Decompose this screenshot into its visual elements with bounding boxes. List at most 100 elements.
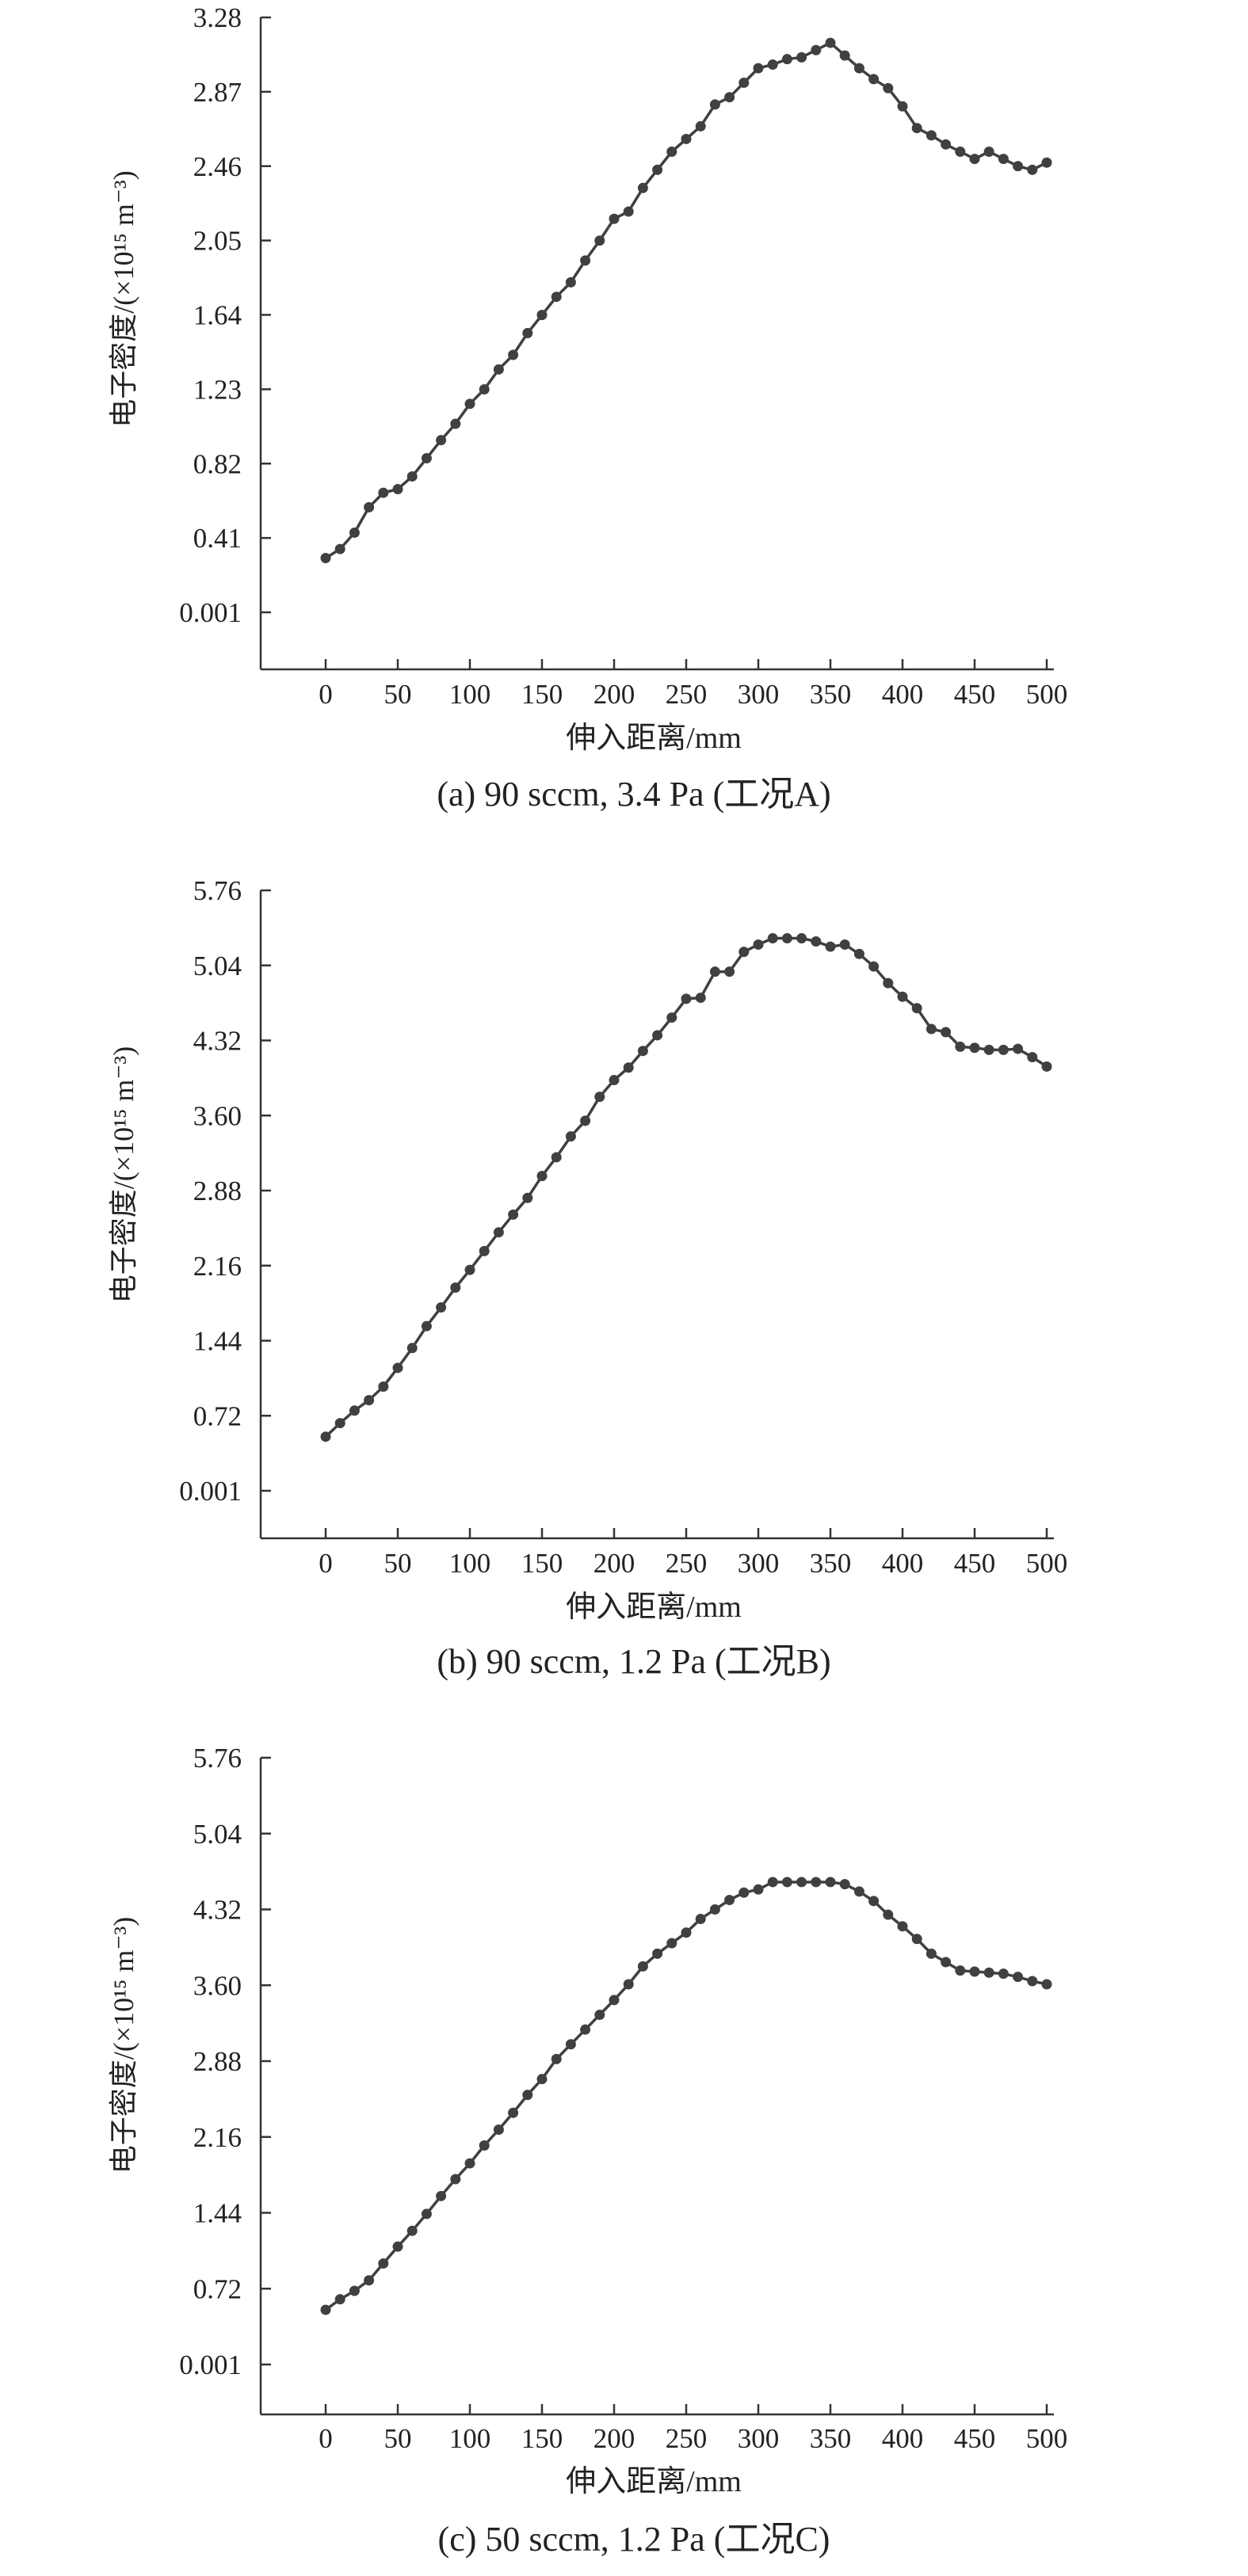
data-point — [594, 2010, 605, 2021]
data-point — [450, 2174, 461, 2185]
y-axis-label: 电子密度/(×10¹⁵ m⁻³) — [108, 1917, 139, 2174]
data-point — [536, 2074, 548, 2085]
panel-caption: (a) 90 sccm, 3.4 Pa (工况A) — [437, 775, 830, 814]
chart-panel-c: 0.001 0.72 1.44 2.16 2.88 3.60 4.32 5.04 5.76 0 50… — [108, 1743, 1067, 2559]
data-point — [709, 99, 720, 110]
data-point — [493, 1227, 504, 1238]
data-point — [637, 1961, 648, 1972]
data-point — [853, 63, 864, 74]
data-point — [681, 993, 692, 1004]
data-point — [364, 1395, 375, 1406]
y-axis-label: 电子密度/(×10¹⁵ m⁻³) — [108, 170, 139, 427]
y-tick-label: 1.23 — [193, 374, 242, 405]
data-point — [320, 1431, 331, 1442]
data-point — [911, 123, 922, 134]
y-tick-label: 1.44 — [193, 2198, 242, 2229]
x-tick-label: 450 — [954, 679, 996, 710]
x-tick-label: 100 — [449, 2423, 491, 2454]
data-point — [436, 2190, 447, 2201]
data-point — [508, 2107, 519, 2118]
y-tick-label: 2.16 — [193, 1251, 242, 1282]
data-point — [941, 1957, 952, 1968]
data-point — [364, 501, 375, 513]
x-axis-label: 伸入距离/mm — [566, 1591, 742, 1624]
data-point — [479, 1245, 490, 1256]
x-tick-label: 250 — [666, 679, 708, 710]
data-point — [493, 364, 504, 375]
data-point — [1041, 1061, 1052, 1072]
data-point — [998, 1968, 1009, 1980]
data-point — [955, 146, 966, 157]
x-tick-label: 350 — [810, 1548, 852, 1579]
data-point — [637, 1046, 648, 1057]
data-point — [811, 1877, 822, 1888]
data-point — [724, 92, 735, 103]
data-point — [839, 50, 850, 61]
data-point — [825, 37, 836, 48]
data-point — [450, 1282, 461, 1293]
data-point — [897, 991, 908, 1002]
x-tick-label: 200 — [593, 2423, 635, 2454]
x-tick-label: 200 — [593, 1548, 635, 1579]
series-line — [325, 41, 1048, 559]
y-tick-label: 5.04 — [193, 951, 242, 981]
data-point — [479, 2140, 490, 2151]
data-point — [378, 1381, 389, 1393]
data-point — [421, 1320, 432, 1332]
y-tick-label: 0.001 — [179, 597, 242, 628]
data-point — [623, 1979, 634, 1990]
data-point — [565, 2039, 576, 2050]
data-point — [709, 1904, 720, 1915]
data-point — [738, 947, 750, 958]
y-tick-label: 2.88 — [193, 2046, 242, 2077]
data-point — [436, 1301, 447, 1313]
data-point — [609, 213, 620, 224]
data-point — [695, 120, 706, 131]
data-point — [781, 54, 792, 65]
data-point — [406, 471, 418, 482]
data-point — [969, 1042, 980, 1054]
data-point — [609, 1995, 620, 2006]
x-tick-label: 450 — [954, 1548, 996, 1579]
data-point — [551, 292, 562, 303]
data-point — [594, 1092, 605, 1103]
x-tick-label: 0 — [319, 1548, 333, 1579]
data-point — [853, 1886, 864, 1897]
x-tick-label: 0 — [319, 2423, 333, 2454]
x-tick-label: 500 — [1026, 1548, 1068, 1579]
y-axis-label: 电子密度/(×10¹⁵ m⁻³) — [108, 1046, 139, 1303]
data-point — [392, 1362, 403, 1374]
data-point — [969, 154, 980, 165]
y-tick-label: 2.16 — [193, 2122, 242, 2153]
y-tick-label: 4.32 — [193, 1026, 242, 1057]
series-line — [324, 936, 1048, 1438]
y-tick-label: 5.76 — [193, 1743, 242, 1774]
data-point — [1013, 1043, 1024, 1054]
data-point — [551, 1152, 562, 1163]
data-point — [941, 1027, 952, 1038]
data-point — [998, 154, 1009, 165]
data-point — [738, 77, 750, 88]
x-tick-label: 350 — [810, 679, 852, 710]
data-point — [406, 2225, 418, 2236]
data-point — [724, 966, 735, 977]
data-point — [334, 543, 345, 554]
data-point — [580, 2024, 591, 2035]
data-point — [565, 276, 576, 288]
x-axis-label: 伸入距离/mm — [566, 722, 742, 755]
panel-caption: (b) 90 sccm, 1.2 Pa (工况B) — [437, 1642, 830, 1681]
x-tick-label: 300 — [738, 1548, 780, 1579]
chart-panel-b: 0.001 0.72 1.44 2.16 2.88 3.60 4.32 5.04 5.76 0 50… — [108, 875, 1067, 1681]
y-tick-label: 3.60 — [193, 1100, 242, 1131]
data-point — [825, 1877, 836, 1888]
data-point — [796, 933, 807, 944]
data-point — [941, 139, 952, 150]
x-tick-label: 50 — [384, 679, 412, 710]
data-point — [853, 948, 864, 959]
x-tick-label: 450 — [954, 2423, 996, 2454]
data-point — [652, 1948, 663, 1959]
y-tick-label: 1.64 — [193, 300, 242, 331]
data-point — [378, 2258, 389, 2269]
x-tick-label: 50 — [384, 2423, 412, 2454]
x-tick-label: 0 — [319, 679, 333, 710]
